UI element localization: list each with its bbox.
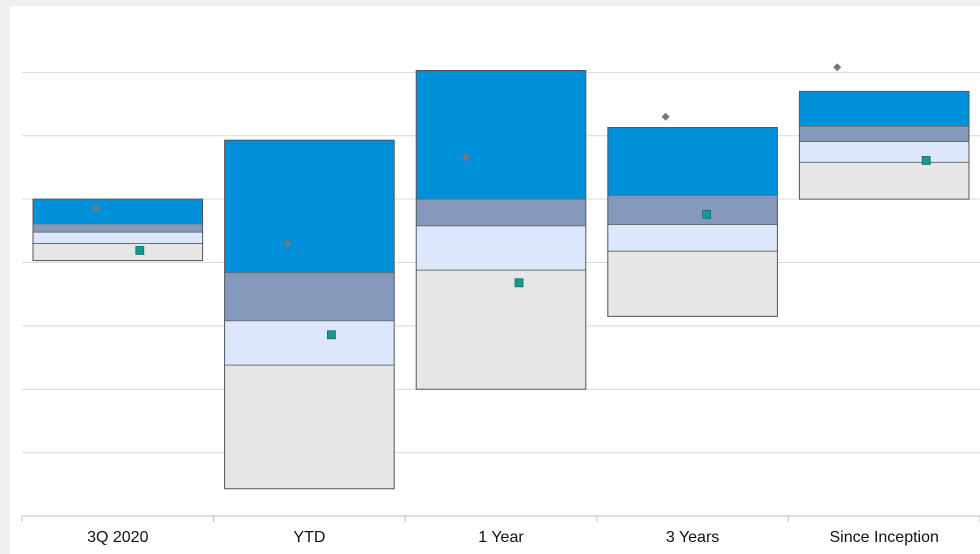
marker-square-4 bbox=[921, 156, 931, 165]
bar-1-band-3 bbox=[224, 140, 395, 273]
marker-square-3 bbox=[702, 209, 711, 219]
marker-square-0 bbox=[135, 246, 145, 255]
marker-square-2 bbox=[514, 278, 524, 288]
x-tick-label-1: YTD bbox=[293, 529, 325, 546]
bar-2-band-0 bbox=[416, 270, 586, 390]
bar-0-outline bbox=[32, 198, 204, 262]
bars bbox=[32, 69, 970, 490]
chart-frame: 3Q 2020 YTD 1 Year 3 Years Since Inception bbox=[10, 6, 980, 554]
bar-3-band-3 bbox=[607, 127, 778, 196]
bar-3-outline bbox=[607, 127, 778, 317]
bar-1-outline bbox=[224, 139, 395, 490]
marker-diamond-0 bbox=[91, 203, 100, 212]
x-tick-label-4: Since Inception bbox=[829, 529, 938, 546]
bar-1-band-2 bbox=[224, 272, 395, 321]
bar-3-band-1 bbox=[607, 224, 778, 252]
bar-4-band-1 bbox=[799, 141, 969, 163]
floating-bar-chart: 3Q 2020 YTD 1 Year 3 Years Since Inception bbox=[21, 63, 980, 546]
bar-4-band-2 bbox=[799, 126, 969, 142]
bar-0-band-1 bbox=[33, 232, 203, 244]
bar-2-band-1 bbox=[416, 225, 586, 271]
bar-4-band-0 bbox=[799, 162, 969, 200]
bar-4-band-3 bbox=[799, 91, 969, 127]
bar-1-band-1 bbox=[224, 320, 395, 366]
marker-diamond-1 bbox=[283, 239, 292, 248]
bar-2-band-2 bbox=[416, 199, 586, 226]
marker-diamond-4 bbox=[833, 63, 842, 72]
x-axis: 3Q 2020 YTD 1 Year 3 Years Since Inception bbox=[21, 515, 980, 546]
bar-1-band-0 bbox=[224, 365, 395, 489]
bar-4-outline bbox=[798, 90, 970, 200]
bar-3-band-0 bbox=[607, 251, 778, 317]
marker-diamond-3 bbox=[661, 112, 670, 121]
markers bbox=[91, 63, 931, 340]
x-tick-label-3: 3 Years bbox=[666, 529, 719, 546]
x-tick-label-2: 1 Year bbox=[478, 529, 524, 546]
x-tick-label-0: 3Q 2020 bbox=[87, 529, 148, 546]
bar-0-band-2 bbox=[33, 223, 203, 233]
marker-diamond-2 bbox=[462, 153, 470, 162]
bar-0-band-0 bbox=[33, 243, 203, 261]
marker-square-1 bbox=[326, 330, 336, 340]
bar-2-band-3 bbox=[416, 70, 586, 200]
bar-0-band-3 bbox=[33, 199, 203, 224]
bar-2-outline bbox=[415, 69, 587, 390]
bar-3-band-2 bbox=[607, 195, 778, 225]
